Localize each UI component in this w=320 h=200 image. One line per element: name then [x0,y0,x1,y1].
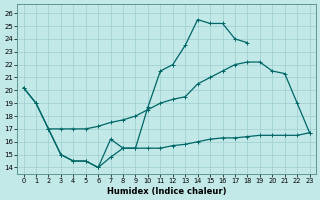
X-axis label: Humidex (Indice chaleur): Humidex (Indice chaleur) [107,187,226,196]
